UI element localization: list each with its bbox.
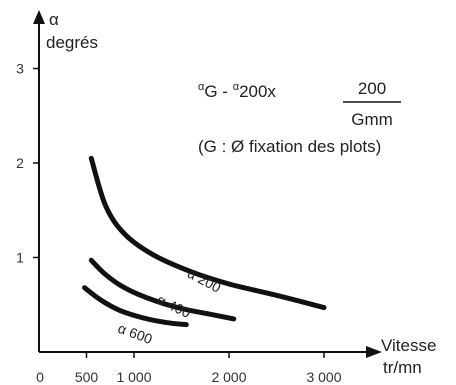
x-tick-label: 500 bbox=[75, 369, 99, 385]
formula-part-1: G - bbox=[204, 82, 232, 101]
x-axis-arrow bbox=[366, 346, 382, 358]
series-line-200 bbox=[88, 155, 327, 311]
formula-sup-1: α bbox=[198, 81, 205, 93]
y-axis-symbol: α bbox=[49, 10, 59, 29]
formula-note: (G : Ø fixation des plots) bbox=[198, 137, 381, 156]
formula-text: αG - α200x bbox=[198, 81, 276, 101]
series-label-600: α 600 bbox=[116, 320, 155, 347]
x-axis-label: Vitesse bbox=[381, 336, 436, 355]
y-tick-label: 3 bbox=[16, 61, 24, 77]
x-tick-label: 0 bbox=[36, 369, 44, 385]
x-axis-unit: tr/mn bbox=[383, 358, 422, 377]
x-tick-label: 1 000 bbox=[116, 369, 151, 385]
formula-annotation: αG - α200x 200 Gmm (G : Ø fixation des p… bbox=[198, 79, 401, 156]
y-axis-arrow bbox=[33, 10, 45, 24]
series-label-400: α 400 bbox=[155, 291, 194, 321]
y-axis-label: degrés bbox=[46, 33, 98, 52]
series-line-400 bbox=[88, 257, 237, 322]
series-line-600 bbox=[82, 285, 189, 328]
fraction-numerator: 200 bbox=[358, 79, 386, 98]
formula-sup-2: α bbox=[233, 81, 240, 93]
y-tick-label: 1 bbox=[16, 250, 24, 266]
x-tick-label: 2 000 bbox=[211, 369, 246, 385]
y-tick-label: 2 bbox=[16, 155, 24, 171]
fraction-denominator: Gmm bbox=[351, 110, 393, 129]
formula-part-2: 200x bbox=[239, 82, 276, 101]
series-label-200: α 200 bbox=[185, 265, 224, 296]
ticks: 0 500 1 000 2 000 3 000 1 2 3 bbox=[16, 61, 342, 385]
x-tick-label: 3 000 bbox=[306, 369, 341, 385]
